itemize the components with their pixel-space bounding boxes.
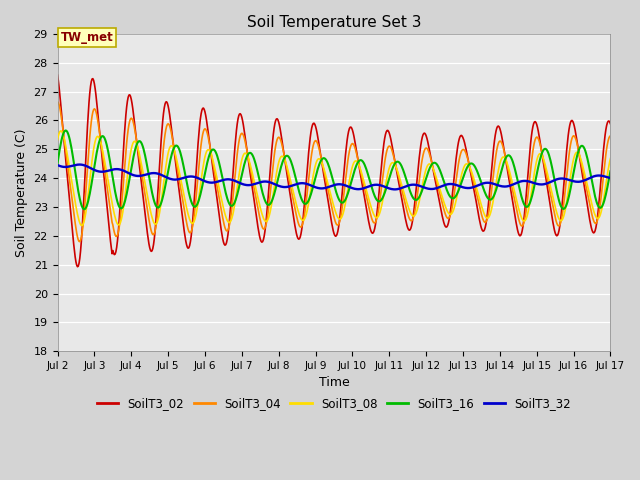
Text: TW_met: TW_met — [60, 31, 113, 44]
X-axis label: Time: Time — [319, 376, 349, 389]
Title: Soil Temperature Set 3: Soil Temperature Set 3 — [247, 15, 421, 30]
Legend: SoilT3_02, SoilT3_04, SoilT3_08, SoilT3_16, SoilT3_32: SoilT3_02, SoilT3_04, SoilT3_08, SoilT3_… — [92, 393, 576, 415]
Y-axis label: Soil Temperature (C): Soil Temperature (C) — [15, 128, 28, 257]
